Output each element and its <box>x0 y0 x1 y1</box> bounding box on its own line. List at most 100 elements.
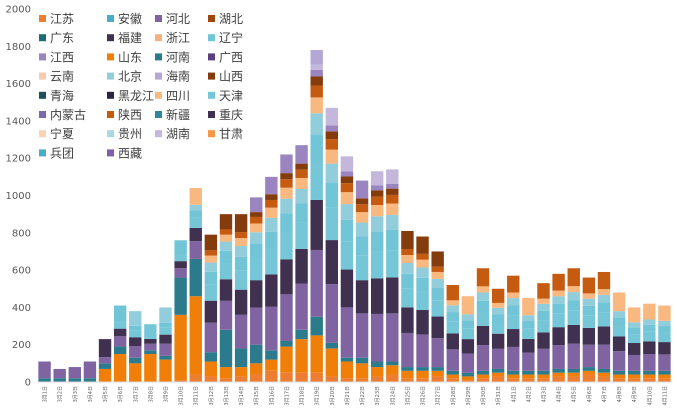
bar-segment <box>310 85 323 98</box>
bar-segment <box>370 185 384 191</box>
bar-segment <box>446 349 459 371</box>
bar-segment <box>628 334 641 344</box>
bar-segment <box>370 278 384 314</box>
bar-segment <box>643 303 656 320</box>
legend-label: 山西 <box>219 70 243 84</box>
bar-segment <box>476 370 490 375</box>
bar-segment <box>537 283 550 299</box>
bar-segment <box>174 255 187 262</box>
bar-segment <box>295 203 308 223</box>
bar-segment <box>461 380 475 382</box>
bar-segment <box>567 376 580 382</box>
bar-segment <box>280 259 293 295</box>
legend-label: 河北 <box>166 12 190 26</box>
legend-label: 江苏 <box>50 12 74 26</box>
bar-segment <box>552 303 565 314</box>
legend-label: 甘肃 <box>219 127 243 141</box>
bar-segment <box>537 378 550 382</box>
x-tick-label: 3月31日 <box>496 386 502 406</box>
legend-swatch <box>155 91 162 99</box>
legend-swatch <box>39 130 46 138</box>
legend-swatch <box>208 72 215 80</box>
bar-segment <box>159 334 172 344</box>
bar-segment <box>370 251 384 279</box>
legend-label: 河南 <box>166 49 190 64</box>
bar-segment <box>129 357 142 364</box>
bar-segment <box>129 337 142 347</box>
bar-segment <box>643 341 656 355</box>
y-tick-label: 600 <box>12 266 31 277</box>
bar-segment <box>265 231 278 250</box>
legend-swatch <box>208 34 215 42</box>
bar-segment <box>189 258 202 297</box>
legend-label: 天津 <box>219 89 243 103</box>
bar-segment <box>476 325 490 346</box>
bar-segment <box>355 357 369 364</box>
bar-segment <box>597 294 611 303</box>
bar-segment <box>582 374 596 382</box>
bar-segment <box>234 314 248 349</box>
bar-segment <box>522 370 535 375</box>
bar-segment <box>325 376 339 382</box>
bar-segment <box>355 280 369 314</box>
bar-segment <box>446 378 459 382</box>
bar-segment <box>522 321 535 329</box>
bar-segment <box>280 294 293 341</box>
bar-segment <box>507 374 520 379</box>
bar-segment <box>658 378 671 382</box>
bar-segment <box>234 256 248 271</box>
bar-segment <box>234 246 248 257</box>
bar-segment <box>310 372 323 382</box>
bar-segment <box>461 376 475 381</box>
legend-swatch <box>208 91 215 99</box>
legend-swatch <box>39 15 46 22</box>
bar-segment <box>522 338 535 353</box>
bar-segment <box>295 372 308 382</box>
bar-segment <box>113 305 127 323</box>
bar-segment <box>310 316 323 336</box>
bar-segment <box>310 97 323 114</box>
bar-segment <box>552 376 565 382</box>
bar-segment <box>355 363 369 379</box>
bar-segment <box>446 370 459 375</box>
bar-segment <box>325 207 339 241</box>
legend-swatch <box>155 15 162 22</box>
bar-segment <box>219 300 233 330</box>
bar-segment <box>552 372 565 377</box>
y-tick-label: 400 <box>12 303 31 314</box>
bar-segment <box>310 113 323 135</box>
legend-label: 北京 <box>118 70 142 84</box>
bar-segment <box>567 343 580 369</box>
bar-segment <box>431 266 444 272</box>
bar-segment <box>491 368 505 373</box>
bar-segment <box>628 378 641 382</box>
bar-segment <box>401 370 414 379</box>
bar-segment <box>219 229 233 235</box>
bar-segment <box>355 204 369 213</box>
bar-segment <box>280 173 293 180</box>
bar-segment <box>507 370 520 375</box>
bar-segment <box>325 182 339 208</box>
bar-segment <box>174 314 187 381</box>
bar-segment <box>265 199 278 208</box>
x-tick-label: 3月29日 <box>466 386 472 406</box>
bar-segment <box>370 205 384 217</box>
bar-segment <box>355 313 369 358</box>
bar-segment <box>446 305 459 313</box>
x-tick-label: 4月9日 <box>632 386 638 402</box>
bar-segment <box>189 210 202 218</box>
bar-segment <box>446 374 459 379</box>
bar-segment <box>250 232 263 244</box>
bar-segment <box>582 367 596 371</box>
bar-segment <box>219 367 233 379</box>
bar-segment <box>370 216 384 232</box>
bar-segment <box>597 372 611 377</box>
bar-segment <box>265 350 278 360</box>
bar-segment <box>189 241 202 259</box>
bar-segment <box>431 288 444 301</box>
bar-segment <box>522 378 535 382</box>
bar-segment <box>446 312 459 322</box>
bar-segment <box>582 305 596 316</box>
bar-segment <box>643 374 656 379</box>
bar-segment <box>370 171 384 186</box>
